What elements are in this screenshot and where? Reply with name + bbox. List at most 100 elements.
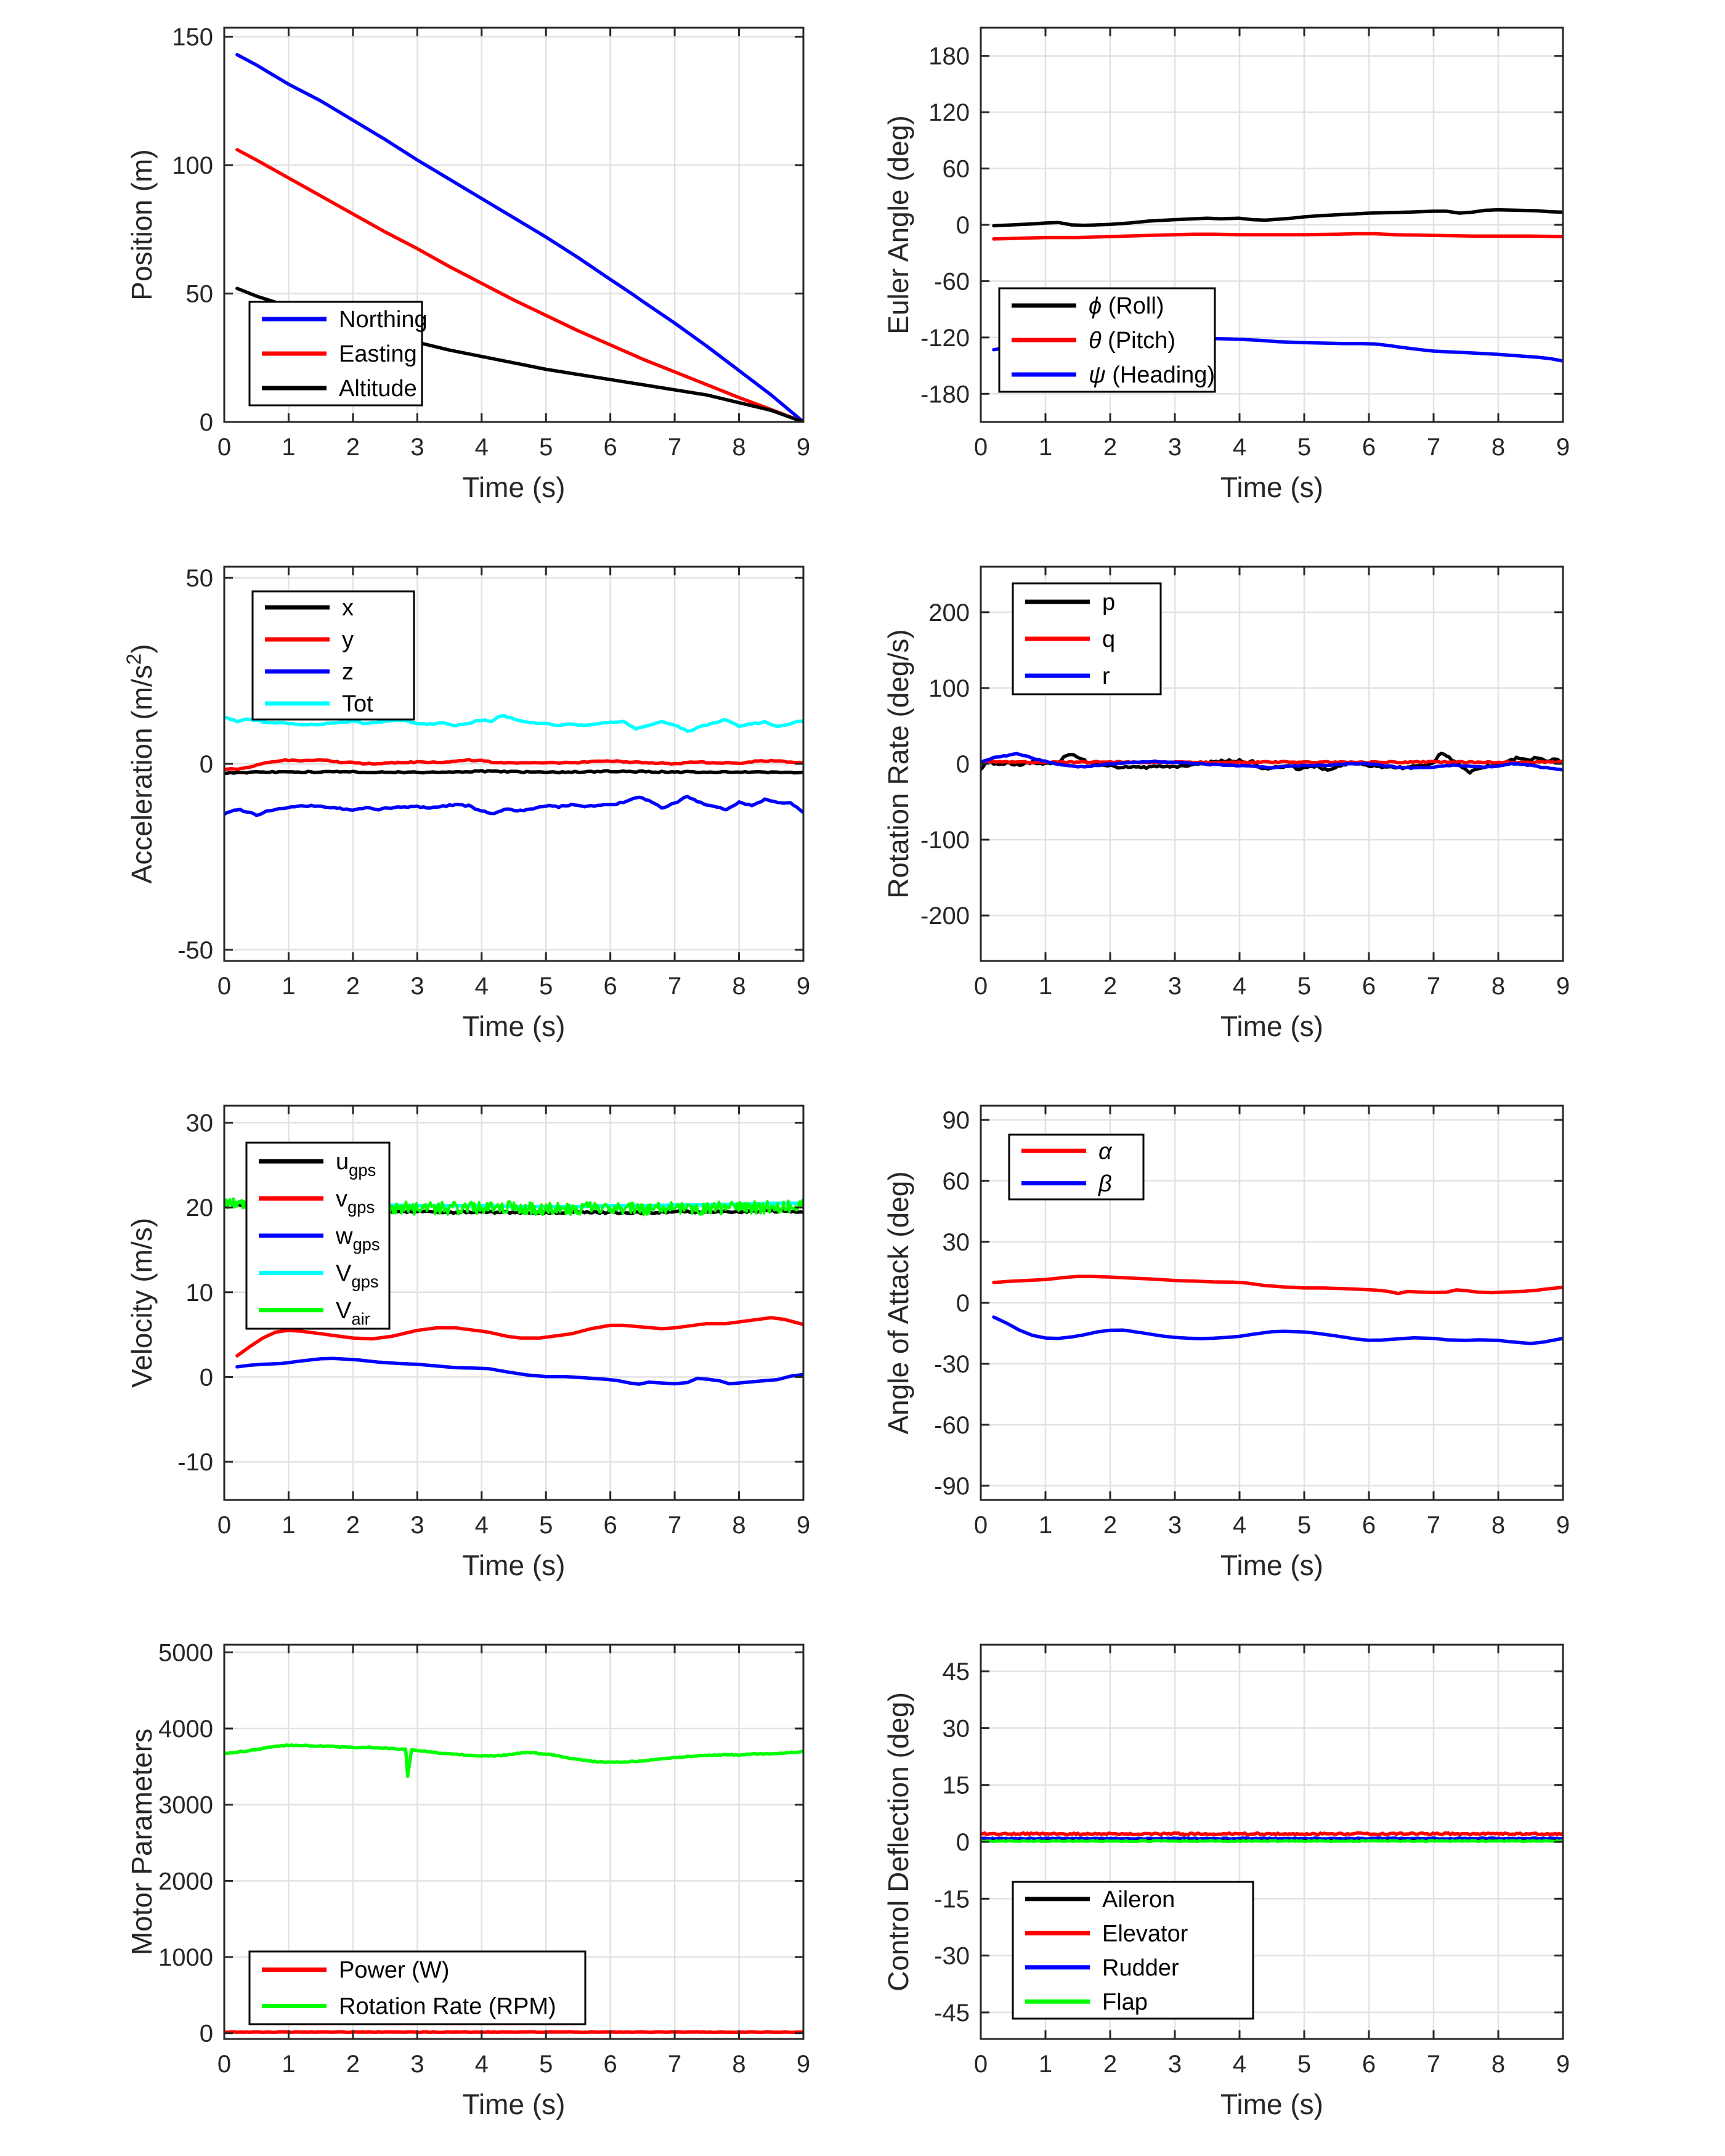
svg-text:4: 4 — [1233, 973, 1246, 1000]
svg-text:30: 30 — [943, 1229, 970, 1256]
svg-text:45: 45 — [943, 1658, 970, 1685]
motor-parameters-chart: 0 1 2 3 4 5 6 7 8 9 0 1000 2000 3000 4000 5000 Motor Par… — [0, 1617, 862, 2156]
svg-text:20: 20 — [186, 1194, 214, 1222]
tick-labels: 0 1 2 3 4 5 6 7 8 9 -200 -100 0 100 200 — [920, 599, 1570, 1000]
svg-text:ugps: ugps — [336, 1149, 376, 1180]
svg-text:6: 6 — [1362, 1512, 1376, 1539]
svg-text:1: 1 — [1039, 973, 1052, 1000]
svg-text:30: 30 — [186, 1110, 214, 1137]
svg-text:100: 100 — [928, 675, 970, 702]
acceleration-chart: 0 1 2 3 4 5 6 7 8 9 -50 0 50 Acceleration (m/s2) Time … — [0, 539, 862, 1078]
svg-text:0: 0 — [200, 409, 213, 436]
svg-text:-60: -60 — [934, 1412, 970, 1439]
svg-text:0: 0 — [974, 2051, 988, 2078]
svg-text:9: 9 — [797, 2051, 810, 2078]
svg-text:6: 6 — [1362, 973, 1376, 1000]
svg-text:3: 3 — [410, 434, 424, 461]
svg-text:9: 9 — [1556, 434, 1570, 461]
position-chart: 0 1 2 3 4 5 6 7 8 9 0 50 100 150 Position (m) Time (s) N… — [0, 0, 862, 539]
svg-text:0: 0 — [956, 1290, 970, 1317]
tick-marks — [980, 1645, 1564, 2039]
x-axis-label: Time (s) — [1220, 471, 1323, 503]
svg-text:8: 8 — [1492, 434, 1505, 461]
svg-text:0: 0 — [217, 434, 231, 461]
svg-text:5: 5 — [539, 1512, 553, 1539]
svg-text:4: 4 — [1233, 1512, 1246, 1539]
svg-text:5: 5 — [539, 973, 553, 1000]
svg-text:2: 2 — [1103, 1512, 1117, 1539]
svg-text:2: 2 — [346, 973, 360, 1000]
svg-text:4: 4 — [475, 1512, 489, 1539]
svg-text:9: 9 — [1556, 2051, 1570, 2078]
svg-text:0: 0 — [217, 2051, 231, 2078]
rotation-rate-svg: 0 1 2 3 4 5 6 7 8 9 -200 -100 0 100 200 Rotation Rate (… — [882, 565, 1570, 1042]
y-axis-label: Velocity (m/s) — [126, 1218, 158, 1388]
svg-text:3: 3 — [1168, 1512, 1182, 1539]
svg-text:θ (Pitch): θ (Pitch) — [1089, 328, 1175, 354]
svg-text:-15: -15 — [934, 1886, 970, 1913]
plot-series — [992, 1275, 1563, 1345]
svg-text:50: 50 — [186, 281, 214, 308]
svg-text:200: 200 — [928, 599, 970, 626]
svg-text:3: 3 — [1168, 2051, 1182, 2078]
svg-text:-90: -90 — [934, 1473, 970, 1500]
svg-text:z: z — [342, 659, 354, 685]
x-axis-label: Time (s) — [463, 471, 566, 503]
svg-text:Rudder: Rudder — [1102, 1955, 1179, 1981]
tick-labels: 0 1 2 3 4 5 6 7 8 9 -10 0 10 20 30 — [177, 1110, 810, 1539]
svg-text:50: 50 — [186, 565, 214, 592]
control-deflection-chart: 0 1 2 3 4 5 6 7 8 9 -45 -30 -15 0 15 30 45 Control Deflec… — [862, 1617, 1725, 2156]
svg-text:4: 4 — [1233, 2051, 1246, 2078]
series-elevator — [981, 1831, 1563, 1837]
x-axis-label: Time (s) — [1220, 1549, 1323, 1581]
series-accel-tot — [224, 713, 803, 733]
svg-text:1: 1 — [1039, 1512, 1052, 1539]
svg-text:1: 1 — [282, 1512, 295, 1539]
x-axis-label: Time (s) — [1220, 2088, 1323, 2120]
svg-text:-60: -60 — [934, 268, 970, 295]
svg-text:3: 3 — [410, 2051, 424, 2078]
svg-text:60: 60 — [943, 1168, 970, 1195]
svg-text:8: 8 — [1492, 1512, 1505, 1539]
svg-text:3: 3 — [1168, 973, 1182, 1000]
svg-text:9: 9 — [797, 1512, 810, 1539]
series-flap — [981, 1839, 1563, 1844]
svg-text:Vgps: Vgps — [336, 1260, 379, 1291]
svg-text:90: 90 — [943, 1107, 970, 1134]
series-power — [224, 2030, 803, 2034]
angle-of-attack-chart: 0 1 2 3 4 5 6 7 8 9 -90 -60 -30 0 30 60 90 Angle of Attac… — [862, 1078, 1725, 1617]
svg-text:7: 7 — [668, 434, 681, 461]
tick-marks — [980, 1106, 1564, 1500]
svg-text:-10: -10 — [177, 1449, 213, 1476]
svg-text:ϕ (Roll): ϕ (Roll) — [1089, 293, 1164, 319]
svg-text:Power (W): Power (W) — [339, 1958, 449, 1984]
series-rpm — [224, 1743, 803, 1778]
series-r — [981, 752, 1563, 772]
svg-text:3: 3 — [1168, 434, 1182, 461]
svg-text:0: 0 — [974, 1512, 988, 1539]
tick-labels: 0 1 2 3 4 5 6 7 8 9 -90 -60 -30 0 30 60 90 — [934, 1107, 1570, 1539]
svg-text:4: 4 — [475, 2051, 489, 2078]
series-w-gps — [235, 1356, 803, 1386]
svg-text:8: 8 — [1492, 2051, 1505, 2078]
svg-text:7: 7 — [668, 2051, 681, 2078]
svg-text:-100: -100 — [920, 827, 970, 854]
svg-text:7: 7 — [668, 973, 681, 1000]
svg-text:1: 1 — [282, 973, 295, 1000]
svg-text:5: 5 — [1297, 1512, 1311, 1539]
euler-angle-svg: 0 1 2 3 4 5 6 7 8 9 -180 -120 -60 0 60 120 180 Euler Angl… — [882, 26, 1570, 503]
svg-text:ψ (Heading): ψ (Heading) — [1089, 362, 1215, 388]
legend: Power (W) Rotation Rate (RPM) — [248, 1950, 586, 2025]
y-axis-label: Angle of Attack (deg) — [882, 1171, 914, 1434]
tick-marks — [980, 28, 1564, 422]
svg-text:150: 150 — [172, 24, 213, 51]
svg-text:120: 120 — [928, 99, 970, 126]
plot-series — [224, 713, 803, 817]
svg-text:3: 3 — [410, 1512, 424, 1539]
legend: pqr — [1012, 582, 1162, 695]
angle-of-attack-svg: 0 1 2 3 4 5 6 7 8 9 -90 -60 -30 0 30 60 90 Angle of Attac… — [882, 1104, 1570, 1581]
legend: Aileron Elevator Rudder Flap — [1012, 1881, 1254, 2020]
svg-text:Vair: Vair — [336, 1298, 370, 1329]
